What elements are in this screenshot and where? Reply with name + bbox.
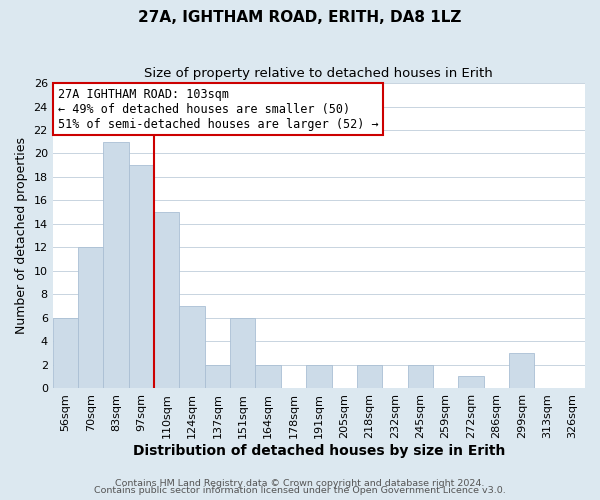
X-axis label: Distribution of detached houses by size in Erith: Distribution of detached houses by size … bbox=[133, 444, 505, 458]
Bar bbox=[78, 247, 103, 388]
Text: Contains HM Land Registry data © Crown copyright and database right 2024.: Contains HM Land Registry data © Crown c… bbox=[115, 478, 485, 488]
Bar bbox=[129, 165, 154, 388]
Bar bbox=[53, 318, 78, 388]
Bar bbox=[154, 212, 179, 388]
Bar bbox=[509, 353, 535, 388]
Bar bbox=[407, 364, 433, 388]
Bar bbox=[179, 306, 205, 388]
Bar bbox=[205, 364, 230, 388]
Bar bbox=[458, 376, 484, 388]
Text: Contains public sector information licensed under the Open Government Licence v3: Contains public sector information licen… bbox=[94, 486, 506, 495]
Title: Size of property relative to detached houses in Erith: Size of property relative to detached ho… bbox=[145, 68, 493, 80]
Bar bbox=[103, 142, 129, 388]
Y-axis label: Number of detached properties: Number of detached properties bbox=[15, 137, 28, 334]
Bar bbox=[357, 364, 382, 388]
Bar bbox=[230, 318, 256, 388]
Text: 27A IGHTHAM ROAD: 103sqm
← 49% of detached houses are smaller (50)
51% of semi-d: 27A IGHTHAM ROAD: 103sqm ← 49% of detach… bbox=[58, 88, 379, 130]
Text: 27A, IGHTHAM ROAD, ERITH, DA8 1LZ: 27A, IGHTHAM ROAD, ERITH, DA8 1LZ bbox=[139, 10, 461, 25]
Bar bbox=[306, 364, 332, 388]
Bar bbox=[256, 364, 281, 388]
